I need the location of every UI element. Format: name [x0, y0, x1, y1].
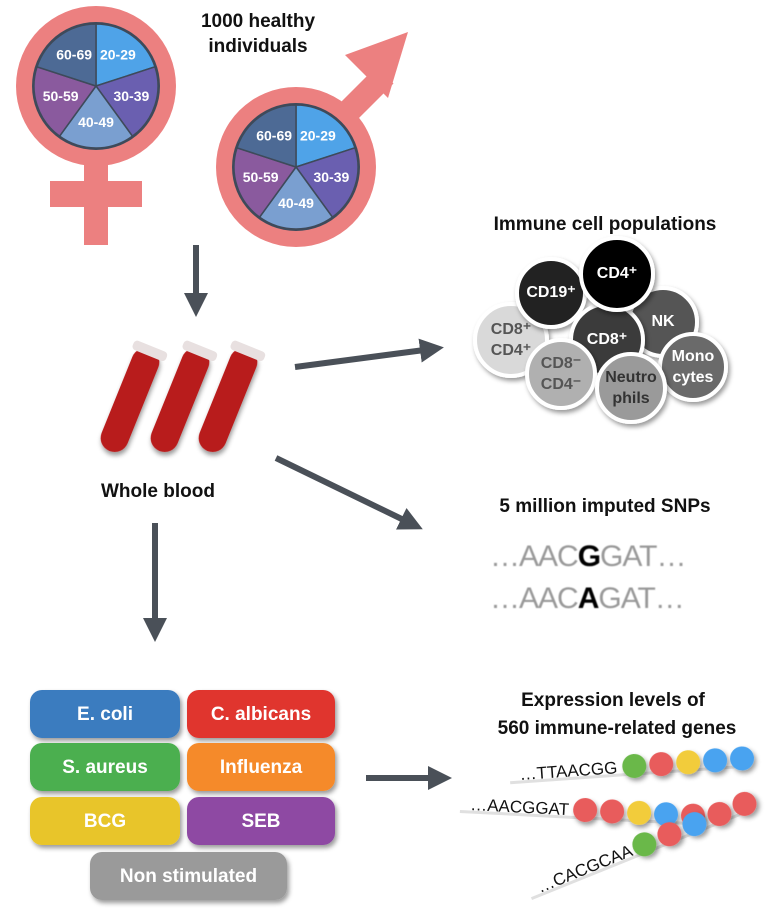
immune-cell-cluster: CD8⁺ CD4⁺ CD19⁺ NK CD8⁺ CD4⁺ Mono cytes CD8⁻ CD4⁻…	[473, 236, 728, 424]
stimulus-c-albicans: C. albicans	[187, 690, 335, 738]
age-group-label: 20-29	[300, 128, 336, 144]
cell-label: Neutro	[605, 369, 657, 386]
expression-bead	[657, 822, 682, 847]
cell-label: CD8⁺	[491, 321, 531, 338]
flow-arrows	[143, 245, 452, 790]
pie-wedge-60-69	[36, 23, 97, 88]
expression-bead	[600, 799, 625, 824]
stimulus-e-coli: E. coli	[30, 690, 180, 738]
expression-bead	[649, 752, 674, 777]
stimulus-label: SEB	[241, 811, 280, 832]
cell-label: CD4⁺	[597, 265, 637, 282]
age-group-label: 30-39	[113, 88, 149, 104]
male-age-pie: 20-29 30-39 40-49 50-59 60-69	[232, 103, 360, 231]
expression-bead	[627, 800, 652, 825]
cohort-title-line2: individuals	[208, 36, 307, 57]
stimulus-label: Non stimulated	[120, 866, 257, 887]
gene-strand: …TTAACGG	[510, 746, 755, 785]
stimulus-non-stimulated: Non stimulated	[90, 852, 287, 900]
expression-title-line1: Expression levels of	[521, 690, 705, 711]
stimulus-label: C. albicans	[211, 704, 311, 725]
cell-label: Mono	[672, 348, 715, 365]
expression-bead	[622, 753, 647, 778]
cell-label: CD19⁺	[526, 284, 575, 301]
age-group-label: 50-59	[243, 169, 279, 185]
cell-label: CD4⁻	[541, 376, 581, 393]
cell-population: Mono cytes	[658, 332, 728, 402]
gene-strands: …TTAACGG …AACGGAT …CACGCAA	[459, 746, 757, 900]
snp-row-2: …AACAGAT…	[490, 582, 684, 615]
pie-wedge-30-39	[294, 146, 359, 219]
whole-blood-label: Whole blood	[101, 481, 215, 502]
stimulus-s-aureus: S. aureus	[30, 743, 180, 791]
gene-sequence: …TTAACGG	[519, 758, 618, 784]
snp-sequences: …AACGGAT… …AACAGAT…	[490, 540, 686, 615]
gene-sequence: …AACGGAT	[470, 795, 570, 819]
stimulus-label: BCG	[84, 811, 126, 832]
age-group-label: 60-69	[56, 47, 92, 63]
age-group-label: 40-49	[78, 114, 114, 130]
expression-bead	[573, 798, 598, 823]
pie-wedge-50-59	[33, 65, 98, 138]
cell-label: CD8⁻	[541, 355, 581, 372]
age-group-label: 50-59	[43, 88, 79, 104]
expression-bead	[707, 802, 732, 827]
age-group-label: 30-39	[313, 169, 349, 185]
cell-label: CD4⁺	[491, 342, 531, 359]
pie-wedge-40-49	[58, 84, 134, 149]
expression-bead	[682, 812, 707, 837]
cell-label: CD8⁺	[587, 331, 627, 348]
pie-wedge-50-59	[233, 146, 298, 219]
cells-title: Immune cell populations	[494, 214, 717, 235]
expression-bead	[732, 791, 757, 816]
cell-population: CD19⁺	[515, 257, 587, 329]
blood-tubes-icon	[100, 340, 266, 453]
snps-title: 5 million imputed SNPs	[499, 496, 710, 517]
pie-wedge-20-29	[95, 23, 156, 88]
expression-bead	[730, 746, 755, 771]
expression-title-line2: 560 immune-related genes	[498, 718, 737, 739]
stimuli-grid: E. coli C. albicans S. aureus Influenza BCG S…	[30, 690, 335, 900]
stimulus-label: E. coli	[77, 704, 133, 725]
age-group-label: 20-29	[100, 47, 136, 63]
stimulus-label: S. aureus	[62, 757, 148, 778]
stimulus-seb: SEB	[187, 797, 335, 845]
pie-wedge-40-49	[258, 165, 334, 230]
cohort-title-line1: 1000 healthy	[201, 11, 315, 32]
snp-row-1: …AACGGAT…	[490, 540, 685, 573]
age-group-label: 60-69	[256, 128, 292, 144]
cell-label: cytes	[673, 369, 714, 386]
female-symbol: 20-29 30-39 40-49 50-59 60-69	[16, 6, 176, 245]
female-age-pie: 20-29 30-39 40-49 50-59 60-69	[32, 22, 160, 150]
expression-bead	[654, 802, 679, 827]
stimulus-influenza: Influenza	[187, 743, 335, 791]
cell-label: NK	[651, 313, 675, 330]
arrow-blood-to-snps	[274, 455, 423, 530]
cell-population: CD8⁻ CD4⁻	[525, 338, 597, 410]
stimulus-bcg: BCG	[30, 797, 180, 845]
cell-label: phils	[612, 390, 649, 407]
male-symbol: 20-29 30-39 40-49 50-59 60-69	[216, 32, 408, 247]
expression-bead	[632, 832, 657, 857]
expression-bead	[703, 748, 728, 773]
gene-sequence: …CACGCAA	[534, 841, 635, 897]
age-group-label: 40-49	[278, 195, 314, 211]
expression-bead	[676, 750, 701, 775]
cell-population: Neutro phils	[595, 352, 667, 424]
pie-wedge-20-29	[295, 104, 356, 169]
pie-wedge-30-39	[94, 65, 159, 138]
stimulus-label: Influenza	[220, 757, 303, 778]
pie-wedge-60-69	[236, 104, 297, 169]
arrow-blood-to-cells	[294, 338, 444, 370]
cell-population: CD4⁺	[579, 236, 655, 312]
